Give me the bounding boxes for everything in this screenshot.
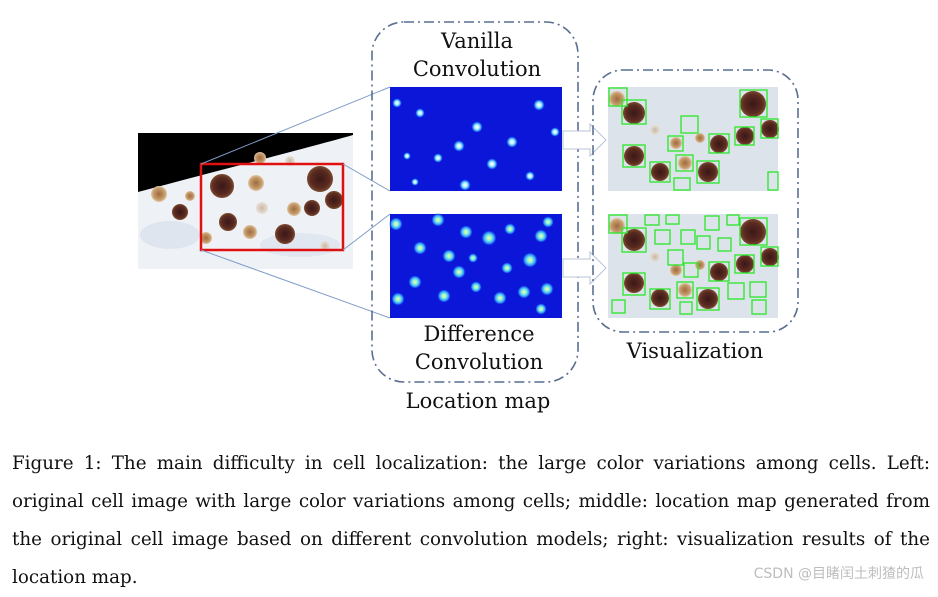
caption-text: Figure 1: The main difficulty in cell lo… [12, 453, 930, 588]
visualization-bottom-image [608, 214, 779, 318]
difference-label-line2: Convolution [414, 350, 544, 374]
original-cell-image [138, 133, 353, 269]
vanilla-label-line2: Convolution [412, 57, 542, 81]
location-map-container [371, 21, 579, 383]
difference-label-line1: Difference [423, 322, 535, 346]
figure-caption: Figure 1: The main difficulty in cell lo… [12, 445, 930, 597]
vanilla-label-line1: Vanilla [441, 29, 513, 53]
visualization-top-image [608, 87, 779, 191]
vanilla-convolution-map [390, 87, 562, 191]
arrow-difference [562, 250, 607, 286]
visualization-container [592, 69, 799, 333]
arrow-vanilla [562, 122, 607, 158]
difference-convolution-map [389, 213, 562, 318]
csdn-watermark: CSDN @目睹闰土刺猹的瓜 [753, 566, 924, 582]
figure-graphic [138, 21, 799, 383]
location-map-label: Location map [405, 389, 551, 413]
visualization-label: Visualization [626, 339, 764, 363]
zoom-connectors [200, 86, 391, 319]
zoom-highlight-box [199, 162, 345, 252]
